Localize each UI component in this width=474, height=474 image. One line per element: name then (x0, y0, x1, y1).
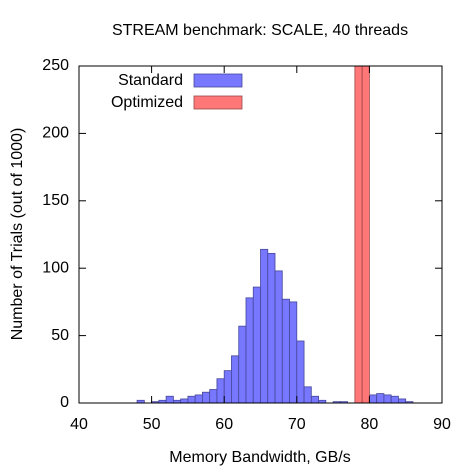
histogram-bar (303, 386, 312, 403)
x-tick-label: 60 (215, 416, 233, 433)
histogram-bar (165, 395, 174, 403)
chart-title: STREAM benchmark: SCALE, 40 threads (112, 22, 408, 39)
y-tick-label: 50 (51, 327, 69, 344)
x-tick-label: 90 (433, 416, 451, 433)
histogram-bar (376, 393, 385, 403)
histogram-bar (281, 298, 290, 403)
histogram-bar (390, 395, 399, 403)
x-axis-label: Memory Bandwidth, GB/s (169, 449, 350, 466)
legend-swatch (193, 73, 243, 88)
histogram-bar (202, 391, 211, 403)
legend-label: Optimized (111, 94, 183, 111)
histogram-bar (223, 370, 232, 403)
y-axis-label: Number of Trials (out of 1000) (9, 128, 26, 341)
histogram-bar (310, 395, 319, 403)
bars (136, 66, 414, 403)
x-tick-label: 70 (288, 416, 306, 433)
histogram-bar (238, 325, 247, 403)
y-tick-label: 150 (42, 192, 69, 209)
histogram-bar (383, 394, 392, 403)
y-tick-label: 250 (42, 57, 69, 74)
histogram-bar (361, 66, 370, 403)
histogram-bar (245, 297, 254, 403)
y-tick-label: 200 (42, 125, 69, 142)
histogram-bar (231, 355, 240, 403)
histogram-bar (354, 66, 363, 403)
histogram-bar (216, 378, 225, 403)
y-tick-label: 100 (42, 259, 69, 276)
histogram-bar (289, 301, 298, 403)
legend-swatch (193, 95, 243, 110)
histogram-bar (398, 398, 407, 403)
x-tick-label: 40 (70, 416, 88, 433)
histogram-bar (194, 394, 203, 403)
histogram-bar (267, 252, 276, 403)
legend-label: Standard (118, 72, 183, 89)
histogram-bar (339, 401, 349, 403)
histogram-bar (252, 286, 261, 403)
histogram-bar (187, 395, 196, 403)
x-tick-label: 50 (143, 416, 161, 433)
y-tick-label: 0 (60, 394, 69, 411)
histogram-bar (368, 394, 378, 403)
histogram-bar (296, 340, 305, 403)
plot-frame (78, 65, 443, 404)
histogram-bar (209, 389, 218, 403)
histogram-bar (405, 401, 414, 403)
histogram-bar (274, 270, 283, 403)
histogram-bar (260, 248, 269, 403)
x-tick-label: 80 (361, 416, 379, 433)
histogram-bar (180, 398, 189, 403)
